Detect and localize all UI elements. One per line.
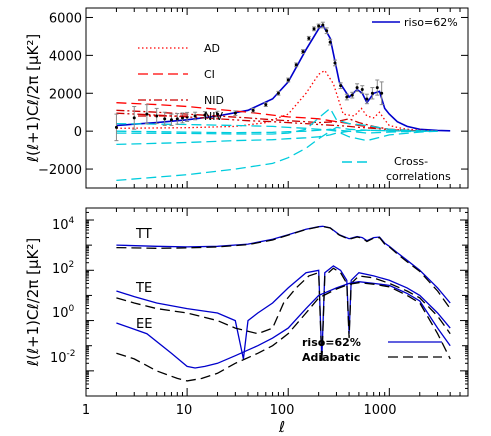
data-point [339, 84, 343, 88]
bottom-series-te-adiabatic [116, 267, 451, 364]
data-point [325, 29, 329, 33]
data-point [175, 117, 179, 121]
data-point [233, 111, 237, 115]
bottom-tick-marks [85, 207, 469, 397]
top-y-tick-labels: −2000 0 2000 4000 6000 [38, 11, 82, 178]
data-point [380, 91, 384, 95]
top-series-cross-5 [116, 128, 438, 134]
curve-label-tt: TT [135, 227, 152, 242]
data-point [114, 125, 118, 129]
data-point [169, 118, 173, 122]
top-tick-marks [85, 8, 469, 188]
top-series-cross-4 [116, 122, 438, 142]
legend-label-nid: NID [204, 94, 224, 107]
data-point [276, 91, 280, 95]
curve-label-ee: EE [136, 317, 152, 332]
top-legend-left: AD CI NID NIV [138, 42, 224, 123]
top-series-group [116, 23, 451, 182]
data-point [193, 114, 197, 118]
top-ytick-label: 6000 [49, 11, 82, 26]
data-point [321, 23, 325, 27]
bottom-series-group [116, 225, 451, 382]
data-point [355, 86, 359, 90]
cross-label-line2: correlations [386, 170, 451, 183]
xtick-1000: 1000 [363, 403, 396, 418]
ytick-1e0: 100 [52, 304, 75, 321]
data-point [286, 78, 290, 82]
ytick-1e4: 104 [52, 216, 75, 233]
top-plot-frame [85, 7, 469, 189]
curve-label-te: TE [135, 281, 152, 296]
legend-label-riso-top: riso=62% [404, 16, 458, 29]
cross-label-line1: Cross- [394, 155, 428, 168]
top-series-ci [116, 102, 420, 132]
data-point [180, 116, 184, 120]
bottom-series-ee-adiabatic [116, 282, 451, 382]
x-axis-title: ℓ [278, 418, 285, 436]
top-y-axis-title: ℓ(ℓ+1)Cℓ/2π [μK²] [24, 34, 42, 163]
data-point [333, 61, 337, 65]
xtick-10: 10 [176, 403, 193, 418]
bottom-panel: 104 102 100 10-2 1 10 100 1000 TT TE EE … [24, 207, 469, 436]
top-ytick-label: −2000 [38, 163, 82, 178]
data-point [132, 116, 136, 120]
legend-label-riso-bottom: riso=62% [302, 336, 361, 349]
top-series-nid [116, 109, 420, 132]
top-ytick-label: 4000 [49, 49, 82, 64]
xtick-1: 1 [82, 403, 90, 418]
data-point [301, 50, 305, 54]
top-series-cross-2 [116, 129, 438, 146]
ytick-1e2: 102 [52, 260, 74, 277]
bottom-plot-frame [85, 207, 469, 397]
data-point [294, 63, 298, 67]
data-point [365, 97, 369, 101]
legend-label-ci: CI [204, 68, 215, 81]
data-point [307, 36, 311, 40]
top-data-points [114, 21, 384, 142]
bottom-series-tt-riso-62- [116, 225, 451, 304]
data-point [264, 103, 268, 107]
bottom-series-ee-riso-62- [116, 281, 451, 369]
bottom-series-tt-adiabatic [116, 225, 451, 309]
xtick-100: 100 [270, 403, 295, 418]
top-series-riso-62- [116, 23, 451, 132]
data-point [216, 112, 220, 116]
data-point [317, 24, 321, 28]
legend-label-adiabatic: Adiabatic [302, 351, 360, 364]
bottom-y-tick-labels: 104 102 100 10-2 [50, 216, 76, 366]
data-point [360, 87, 364, 91]
ytick-1e-2: 10-2 [50, 349, 76, 366]
top-ytick-label: 2000 [49, 87, 82, 102]
data-point [312, 27, 316, 31]
data-point [370, 91, 374, 95]
bottom-legend: riso=62% Adiabatic [302, 336, 442, 364]
data-point [251, 108, 255, 112]
data-point [350, 93, 354, 97]
data-point [155, 114, 159, 118]
data-point [345, 95, 349, 99]
bottom-x-tick-labels: 1 10 100 1000 [82, 403, 397, 418]
top-ytick-label: 0 [74, 125, 82, 140]
data-point [163, 117, 167, 121]
top-panel: −2000 0 2000 4000 6000 AD CI NID NIV riso=62… [24, 7, 469, 189]
top-series-cross-3 [116, 107, 438, 135]
bottom-series-te-riso-62- [116, 265, 451, 360]
bottom-y-axis-title: ℓ(ℓ+1)Cℓ/2π [μK²] [24, 238, 42, 367]
data-point [203, 113, 207, 117]
top-series-cross-1 [116, 126, 438, 182]
top-legend-right: riso=62% [372, 16, 458, 29]
data-point [145, 112, 149, 116]
data-point [328, 40, 332, 44]
legend-label-ad: AD [204, 42, 220, 55]
cross-correlations-annotation: Cross- correlations [342, 155, 451, 183]
legend-label-niv: NIV [204, 110, 223, 123]
data-point [375, 86, 379, 90]
